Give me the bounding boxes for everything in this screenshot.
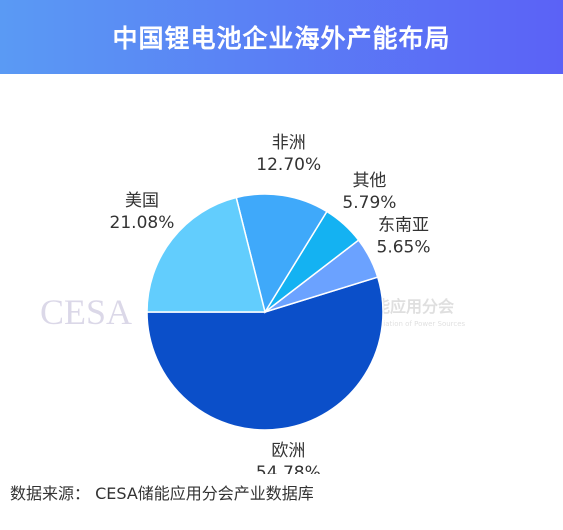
watermark-mark: CESA [40,292,132,332]
value-label: 12.70% [256,155,321,175]
slice-label: 东南亚 [378,215,429,235]
value-label: 5.65% [377,237,431,257]
slice-label: 非洲 [272,133,306,153]
pie-slice [146,276,384,431]
source-note: 数据来源： CESA储能应用分会产业数据库 [10,484,314,503]
value-label: 5.79% [342,193,396,213]
value-label: 54.78% [256,463,321,474]
pie-slice [146,196,266,313]
value-label: 21.08% [110,213,175,233]
pie-slice [235,193,328,314]
slice-label: 美国 [125,191,159,211]
chart-title: 中国锂电池企业海外产能布局 [0,0,563,74]
slice-label: 欧洲 [271,441,305,461]
chart: CESA 中国化学与物理电源行业协会储能应用分会 China Energy St… [40,133,466,474]
slice-label: 其他 [352,171,386,191]
pie [146,193,384,431]
